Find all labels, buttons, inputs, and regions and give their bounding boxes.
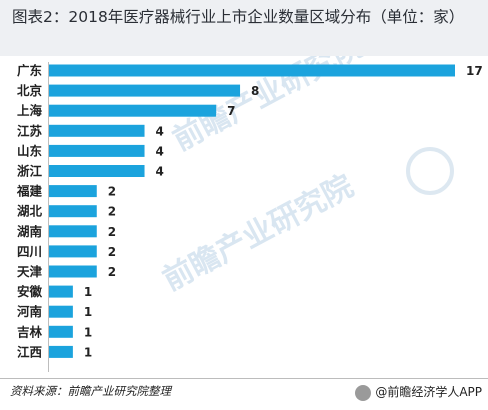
bar — [49, 265, 97, 278]
value-label: 8 — [251, 84, 259, 98]
bar — [49, 64, 455, 77]
title-bar: 图表2：2018年医疗器械行业上市企业数量区域分布（单位：家） — [0, 0, 488, 56]
category-label: 广东 — [17, 63, 43, 78]
category-label: 吉林 — [17, 324, 43, 339]
category-label: 湖北 — [17, 204, 43, 219]
credit-text: @前瞻经济学人APP — [375, 385, 482, 399]
value-label: 2 — [108, 245, 116, 259]
bars-group: 广东 17 北京 8 上海 7 江苏 4 山东 4 浙江 4 福建 2 湖北 2 湖南 2 四川 2 天津 2 安徽 1 河南 1… — [16, 63, 483, 359]
category-label: 福建 — [16, 184, 43, 199]
bar — [49, 305, 73, 318]
value-label: 4 — [156, 165, 164, 179]
bar — [49, 104, 217, 117]
chart-title: 图表2：2018年医疗器械行业上市企业数量区域分布（单位：家） — [12, 8, 465, 26]
category-label: 河南 — [17, 304, 43, 319]
value-label: 1 — [84, 345, 92, 359]
category-label: 江西 — [17, 344, 42, 359]
value-label: 4 — [156, 144, 164, 158]
category-label: 天津 — [17, 264, 43, 279]
bar — [49, 124, 145, 137]
watermark-logo — [406, 147, 454, 195]
bar — [49, 225, 97, 238]
value-label: 4 — [156, 124, 164, 138]
category-label: 山东 — [17, 143, 43, 158]
value-label: 1 — [84, 325, 92, 339]
category-label: 四川 — [17, 244, 42, 259]
value-label: 17 — [466, 64, 483, 78]
bar — [49, 205, 97, 218]
bar — [49, 144, 145, 157]
bar — [49, 84, 241, 97]
category-label: 浙江 — [17, 164, 43, 179]
value-label: 1 — [84, 285, 92, 299]
source-note: 资料来源：前瞻产业研究院整理 — [10, 384, 171, 398]
bar — [49, 345, 73, 358]
weibo-icon — [355, 384, 372, 401]
category-label: 江苏 — [17, 123, 43, 138]
value-label: 7 — [227, 104, 235, 118]
bar — [49, 245, 97, 258]
value-label: 2 — [108, 225, 116, 239]
category-label: 北京 — [17, 83, 43, 98]
category-label: 上海 — [17, 103, 43, 118]
bar — [49, 325, 73, 338]
credit-note: @前瞻经济学人APP — [355, 383, 482, 401]
bar — [49, 185, 97, 198]
value-label: 2 — [108, 265, 116, 279]
bar — [49, 285, 73, 298]
bar — [49, 165, 145, 177]
footer-divider — [0, 378, 488, 379]
value-label: 2 — [108, 185, 116, 199]
category-label: 安徽 — [17, 284, 43, 299]
watermark-text: 前瞻产业研究院 — [157, 169, 359, 298]
value-label: 1 — [84, 305, 92, 319]
value-label: 2 — [108, 205, 116, 219]
category-label: 湖南 — [17, 224, 43, 239]
